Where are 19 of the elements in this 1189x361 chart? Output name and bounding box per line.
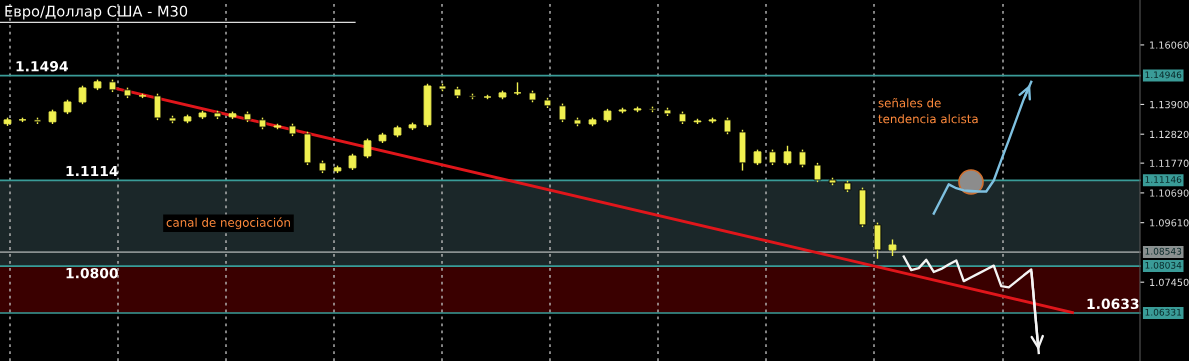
band-label: canal de negociación	[166, 217, 290, 230]
chart-title: Евро/Доллар США - M30	[5, 5, 188, 20]
ref-line-label: 1.11146	[1145, 176, 1182, 183]
ref-line-label: 1.14946	[1145, 71, 1182, 79]
annotation: 1.1494	[16, 61, 68, 72]
annotation: 1.0633	[1087, 298, 1139, 310]
ref-line-label: 1.08543	[1145, 247, 1182, 255]
ref-line-label: 1.06331	[1145, 308, 1182, 316]
y-tick-label: 1.09610	[1150, 219, 1189, 227]
annotation: 1.1114	[66, 165, 118, 177]
annotation: señales de tendencia alcista	[878, 98, 978, 124]
ref-line-label: 1.08034	[1145, 261, 1182, 269]
y-tick-label: 1.07450	[1150, 278, 1189, 287]
y-tick-label: 1.12820	[1150, 130, 1189, 139]
y-tick-label: 1.16060	[1150, 41, 1189, 49]
y-tick-label: 1.13900	[1150, 100, 1189, 109]
annotation: 1.0800	[66, 267, 118, 279]
y-tick-label: 1.11770	[1150, 159, 1189, 167]
y-tick-label: 1.10690	[1150, 189, 1189, 197]
